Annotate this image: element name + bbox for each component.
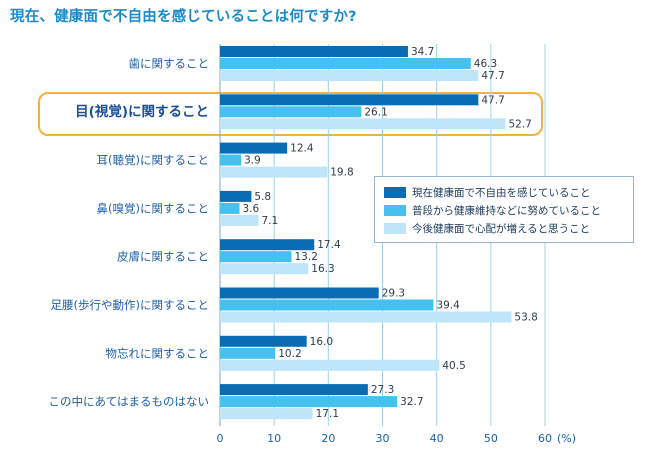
category-label: 耳(聴覚)に関すること bbox=[97, 153, 209, 167]
bar-effort bbox=[220, 154, 242, 166]
value-label-effort: 10.2 bbox=[278, 348, 301, 360]
bar-concern bbox=[220, 263, 309, 275]
x-tick-label: 0 bbox=[217, 432, 224, 445]
bar-effort bbox=[220, 202, 240, 214]
legend-swatch-effort bbox=[384, 204, 406, 216]
bar-current bbox=[220, 287, 379, 299]
bar-effort bbox=[220, 347, 276, 359]
chart-title: 現在、健康面で不自由を感じていることは何ですか? bbox=[10, 9, 357, 25]
x-tick-label: 20 bbox=[321, 432, 335, 445]
value-label-effort: 26.1 bbox=[364, 106, 387, 118]
legend-label-current: 現在健康面で不自由を感じていること bbox=[412, 186, 591, 199]
value-label-concern: 47.7 bbox=[481, 70, 504, 82]
value-label-effort: 46.3 bbox=[474, 58, 497, 70]
x-unit-label: (%) bbox=[557, 432, 576, 445]
category-label: 足腰(歩行や動作)に関すること bbox=[51, 298, 209, 312]
value-label-current: 27.3 bbox=[371, 384, 394, 396]
x-tick-label: 10 bbox=[267, 432, 281, 445]
value-label-current: 5.8 bbox=[254, 191, 271, 203]
bar-effort bbox=[220, 396, 398, 408]
category-label: 皮膚に関すること bbox=[117, 250, 209, 264]
highlight-box bbox=[38, 92, 543, 136]
legend-item-current: 現在健康面で不自由を感じていること bbox=[384, 183, 633, 201]
x-tick-label: 50 bbox=[484, 432, 498, 445]
value-label-effort: 39.4 bbox=[436, 300, 460, 312]
value-label-current: 12.4 bbox=[290, 143, 314, 155]
category-label: 歯に関すること bbox=[129, 57, 210, 71]
value-label-concern: 19.8 bbox=[330, 167, 353, 179]
bar-concern bbox=[220, 408, 313, 420]
value-label-current: 29.3 bbox=[382, 288, 405, 300]
category-label: 目(視覚)に関すること bbox=[75, 103, 209, 120]
bar-current bbox=[220, 384, 368, 396]
legend-label-effort: 普段から健康維持などに努めていること bbox=[412, 204, 601, 217]
value-label-current: 47.7 bbox=[481, 94, 504, 106]
bar-current bbox=[220, 142, 288, 154]
x-tick-label: 40 bbox=[430, 432, 444, 445]
legend-swatch-concern bbox=[384, 222, 406, 234]
value-label-effort: 13.2 bbox=[295, 251, 318, 263]
bar-effort bbox=[220, 251, 292, 263]
bar-effort bbox=[220, 106, 362, 118]
legend-item-effort: 普段から健康維持などに努めていること bbox=[384, 201, 633, 219]
legend-item-concern: 今後健康面で心配が増えると思うこと bbox=[384, 219, 633, 237]
value-label-effort: 3.9 bbox=[244, 155, 261, 167]
value-label-current: 34.7 bbox=[411, 46, 434, 58]
x-tick-label: 60 bbox=[538, 432, 552, 445]
bar-current bbox=[220, 335, 307, 347]
bar-effort bbox=[220, 58, 471, 69]
category-label: 物忘れに関すること bbox=[106, 346, 210, 360]
bar-concern bbox=[220, 118, 506, 130]
value-label-concern: 40.5 bbox=[442, 360, 465, 372]
bar-current bbox=[220, 94, 479, 106]
value-label-concern: 52.7 bbox=[508, 118, 531, 130]
value-label-concern: 7.1 bbox=[261, 215, 278, 227]
bar-current bbox=[220, 239, 315, 251]
bar-concern bbox=[220, 214, 259, 226]
value-label-current: 17.4 bbox=[317, 239, 341, 251]
bar-concern bbox=[220, 311, 512, 323]
value-label-effort: 3.6 bbox=[243, 203, 260, 215]
bar-concern bbox=[220, 166, 328, 178]
legend-swatch-current bbox=[384, 186, 406, 198]
value-label-effort: 32.7 bbox=[400, 396, 423, 408]
legend: 現在健康面で不自由を感じていること 普段から健康維持などに努めていること 今後健… bbox=[374, 176, 634, 243]
category-label: この中にあてはまるものはない bbox=[48, 395, 209, 409]
legend-label-concern: 今後健康面で心配が増えると思うこと bbox=[412, 222, 591, 235]
category-label: 鼻(嗅覚)に関すること bbox=[97, 201, 209, 215]
value-label-concern: 17.1 bbox=[316, 408, 339, 420]
value-label-concern: 16.3 bbox=[311, 263, 334, 275]
bar-concern bbox=[220, 70, 479, 81]
x-tick-label: 30 bbox=[376, 432, 390, 445]
bar-current bbox=[220, 46, 408, 57]
value-label-concern: 53.8 bbox=[514, 312, 537, 324]
bar-effort bbox=[220, 299, 434, 311]
bar-current bbox=[220, 190, 252, 202]
bar-concern bbox=[220, 359, 440, 371]
value-label-current: 16.0 bbox=[310, 336, 333, 348]
